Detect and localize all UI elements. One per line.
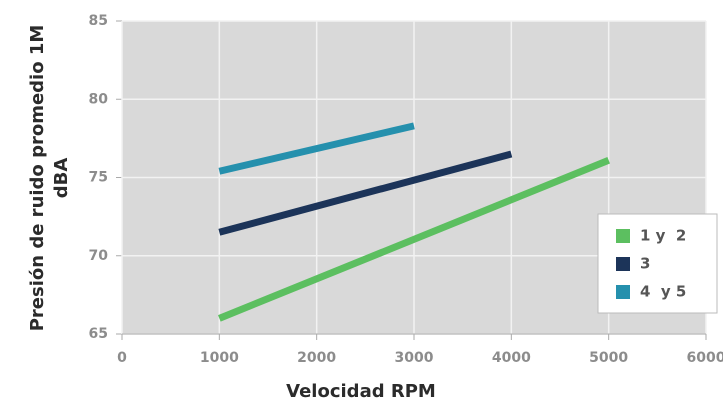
series-line: [218, 157, 610, 322]
series-line: [218, 150, 513, 236]
x-tick-label: 4000: [492, 350, 531, 366]
x-tick-label: 1000: [200, 350, 239, 366]
y-tick-label: 70: [89, 248, 109, 264]
legend-swatch: [616, 229, 630, 243]
x-tick-label: 0: [117, 350, 127, 366]
series-line: [218, 122, 415, 175]
y-tick-label: 80: [89, 91, 109, 107]
y-tick-label: 85: [89, 13, 108, 29]
x-tick-label: 6000: [687, 350, 723, 366]
legend-label: 3: [640, 255, 650, 273]
legend-label: 4 y 5: [640, 283, 686, 301]
x-tick-label: 3000: [395, 350, 434, 366]
legend-swatch: [616, 285, 630, 299]
legend-label: 1 y 2: [640, 227, 686, 245]
y-axis-title: dBA: [51, 158, 72, 199]
x-tick-label: 5000: [589, 350, 628, 366]
x-tick-label: 2000: [297, 350, 336, 366]
y-tick-label: 65: [89, 326, 108, 342]
legend-swatch: [616, 257, 630, 271]
x-axis-title: Velocidad RPM: [286, 381, 436, 402]
y-tick-label: 75: [89, 170, 108, 186]
y-axis-title: Presión de ruido promedio 1M: [27, 25, 48, 332]
